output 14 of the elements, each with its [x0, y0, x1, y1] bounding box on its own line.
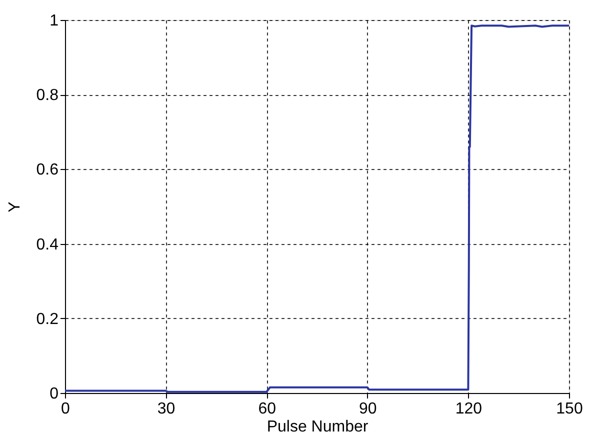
y-tick-label: 0.4 — [36, 236, 59, 254]
y-tick-label: 0 — [50, 386, 59, 402]
x-tick-label: 150 — [556, 400, 583, 418]
y-axis-title: Y — [6, 201, 24, 212]
y-tick-label: 0.2 — [36, 310, 59, 328]
x-tick-label: 90 — [359, 400, 377, 418]
x-tick-label: 30 — [157, 400, 176, 418]
x-axis-title: Pulse Number — [266, 418, 369, 436]
y-tick-label: 0.8 — [36, 87, 59, 104]
x-tick-label: 60 — [258, 400, 276, 418]
y-tick-label: 0.6 — [36, 162, 59, 179]
y-tick-label: 1 — [50, 12, 59, 30]
x-tick-label: 0 — [61, 400, 70, 418]
x-tick-label: 120 — [455, 400, 482, 418]
